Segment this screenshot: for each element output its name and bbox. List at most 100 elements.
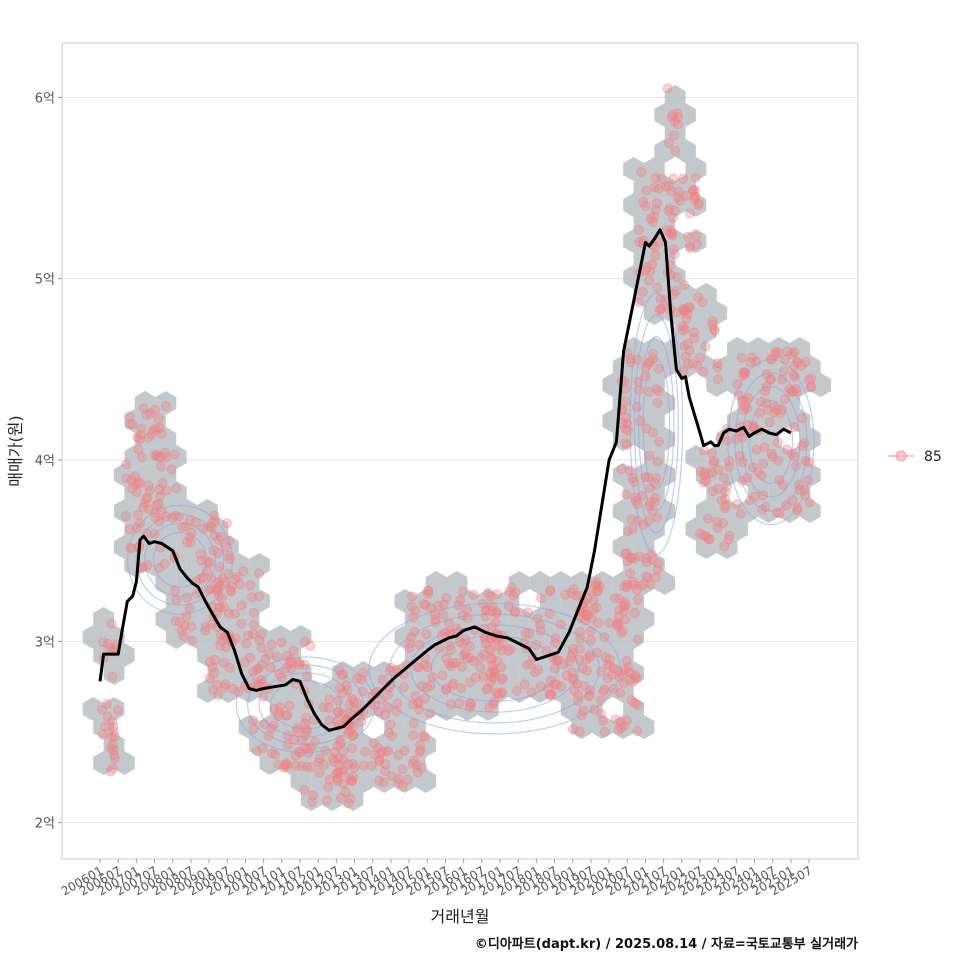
hexbin-cell-188 [550,679,572,703]
data-point-1075 [794,479,804,490]
hexbin-cell-78 [228,589,250,613]
hexbin-cell-231 [633,499,655,523]
data-point-615 [567,647,578,658]
data-point-737 [586,613,597,624]
data-point-511 [406,601,417,612]
data-point-115 [185,537,196,547]
data-point-429 [384,727,394,738]
data-point-191 [248,607,259,618]
data-point-868 [691,239,702,250]
data-point-720 [597,715,608,726]
data-point-343 [347,721,358,732]
hexbin-cell-27 [165,445,187,469]
hexbin-cell-149 [425,571,447,595]
data-point-589 [531,640,542,650]
hexbin-cell-155 [394,625,416,649]
data-point-97 [127,483,138,494]
data-point-89 [150,404,161,415]
data-point-401 [338,778,348,789]
contour-0-4 [126,504,234,615]
data-point-921 [684,241,695,252]
hexbin-cell-260 [644,157,665,181]
data-point-745 [632,726,643,736]
data-point-328 [340,787,351,798]
data-point-1112 [771,404,782,415]
data-point-172 [238,566,249,577]
hexbin-cell-99 [290,625,312,649]
data-point-760 [625,674,636,685]
data-point-404 [369,700,380,711]
data-point-1049 [738,404,749,415]
data-point-1048 [775,408,786,419]
hexbin-cell-112 [301,787,322,811]
data-point-643 [503,600,514,611]
data-point-1038 [751,444,762,455]
data-point-229 [256,642,267,653]
hexbin-cell-31 [155,427,177,451]
hexbin-cell-174 [560,625,582,649]
data-point-674 [629,698,640,709]
data-point-192 [215,629,226,640]
data-point-665 [520,628,531,639]
data-point-152 [198,572,209,583]
data-point-519 [464,677,475,688]
data-point-1016 [767,451,778,462]
data-point-132 [182,592,192,603]
data-point-800 [640,472,651,483]
hexbin-cell-137 [394,733,416,757]
hexbin-cell-209 [623,661,644,685]
hexbin-cell-32 [155,391,177,415]
data-point-417 [409,755,420,766]
hexbin-cell-302 [706,481,728,505]
data-point-605 [532,613,543,624]
data-point-390 [374,754,385,765]
data-point-1089 [737,476,748,486]
hexbin-cell-243 [612,499,634,523]
data-point-7 [105,743,116,754]
data-point-512 [462,604,473,615]
data-point-106 [170,585,181,596]
data-point-882 [650,204,661,215]
hexbin-cell-156 [467,643,489,667]
data-point-887 [647,259,658,270]
data-point-176 [205,583,216,594]
data-point-333 [343,759,354,770]
data-point-974 [700,341,711,352]
data-point-827 [625,357,636,368]
data-point-865 [678,173,689,184]
data-point-14 [102,711,113,722]
data-point-234 [288,645,299,656]
data-point-341 [329,747,340,758]
data-point-331 [324,715,335,726]
data-point-721 [612,621,623,632]
data-point-72 [126,475,137,486]
data-point-654 [582,610,593,621]
data-point-448 [369,749,380,760]
hexbin-cell-258 [644,517,665,541]
data-point-678 [575,627,585,637]
data-point-949 [679,324,690,335]
data-point-494 [462,613,473,624]
data-point-997 [719,503,730,514]
hexbin-cell-180 [508,607,530,631]
data-point-943 [667,110,678,120]
data-point-210 [245,580,256,591]
data-point-1069 [774,508,785,519]
data-point-462 [460,634,471,645]
data-point-642 [568,584,579,594]
hexbin-cell-22 [145,481,166,505]
data-point-869 [655,294,666,304]
hexbin-cell-67 [238,643,260,667]
hexbin-cell-264 [644,265,665,289]
data-point-1092 [769,407,780,418]
data-point-870 [649,211,659,222]
contour-3-3 [633,314,679,534]
data-point-1124 [782,444,793,455]
data-point-920 [672,192,683,203]
data-point-763 [631,584,642,595]
hexbin-cell-196 [540,661,561,685]
data-point-682 [620,614,630,625]
data-point-1022 [804,497,815,508]
data-point-901 [690,185,701,196]
data-point-640 [545,675,556,686]
